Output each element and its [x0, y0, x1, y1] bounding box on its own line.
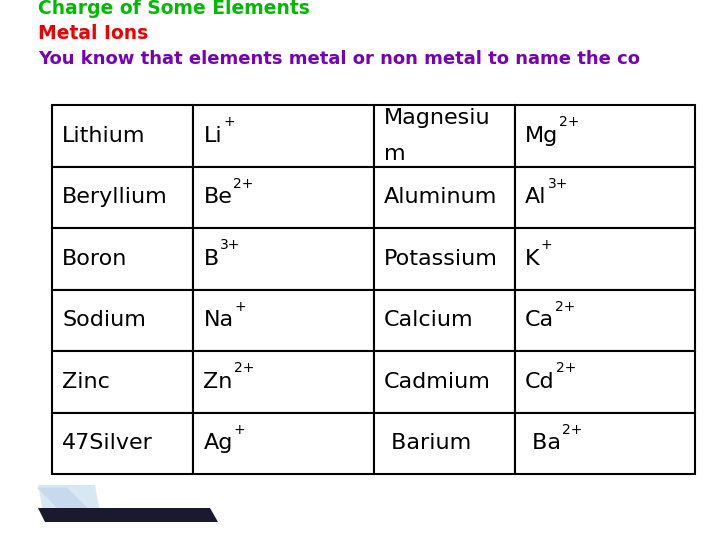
Text: Calcium: Calcium	[384, 310, 473, 330]
Bar	[515, 105, 695, 166]
Bar	[515, 351, 695, 413]
Text: Li: Li	[204, 126, 222, 146]
Text: 2+: 2+	[555, 300, 575, 314]
Text: Cd: Cd	[525, 372, 554, 392]
Bar	[194, 105, 374, 166]
Bar	[52, 228, 194, 289]
Polygon shape	[38, 508, 218, 522]
Text: Zn: Zn	[204, 372, 233, 392]
Text: K: K	[525, 249, 539, 269]
Bar	[374, 228, 515, 289]
Text: Sodium: Sodium	[62, 310, 146, 330]
Text: Mg: Mg	[525, 126, 558, 146]
Text: Magnesiu: Magnesiu	[384, 108, 490, 128]
Text: Beryllium: Beryllium	[62, 187, 168, 207]
Bar	[374, 289, 515, 351]
Text: Metal Ions: Metal Ions	[38, 24, 148, 43]
Text: Zinc: Zinc	[62, 372, 110, 392]
Text: Ca: Ca	[525, 310, 554, 330]
Bar	[374, 413, 515, 474]
Text: Potassium: Potassium	[384, 249, 498, 269]
Text: Be: Be	[204, 187, 233, 207]
Text: 2+: 2+	[234, 361, 254, 375]
Text: Cadmium: Cadmium	[384, 372, 490, 392]
Text: Ba: Ba	[525, 433, 561, 453]
Bar	[374, 351, 515, 413]
Bar	[194, 351, 374, 413]
Text: m: m	[384, 144, 405, 164]
Text: +: +	[223, 115, 235, 129]
Text: 2+: 2+	[559, 115, 580, 129]
Bar	[194, 228, 374, 289]
Bar	[52, 105, 194, 166]
Bar	[52, 413, 194, 474]
Text: Barium: Barium	[384, 433, 471, 453]
Bar	[194, 166, 374, 228]
Text: 3+: 3+	[547, 177, 568, 191]
Bar	[52, 289, 194, 351]
Text: 2+: 2+	[556, 361, 576, 375]
Text: Na: Na	[204, 310, 233, 330]
Bar	[194, 413, 374, 474]
Bar	[515, 289, 695, 351]
Text: Aluminum: Aluminum	[384, 187, 497, 207]
Text: Charge of Some Elements: Charge of Some Elements	[38, 0, 310, 18]
Bar	[374, 105, 515, 166]
Bar	[515, 228, 695, 289]
Text: Ag: Ag	[204, 433, 233, 453]
Text: +: +	[234, 423, 246, 437]
Text: You know that elements metal or non metal to name the co: You know that elements metal or non meta…	[38, 50, 640, 68]
Text: Al: Al	[525, 187, 546, 207]
Text: 2+: 2+	[233, 177, 253, 191]
Bar	[52, 166, 194, 228]
Text: Lithium: Lithium	[62, 126, 145, 146]
Text: Boron: Boron	[62, 249, 127, 269]
Bar	[374, 166, 515, 228]
Text: 3+: 3+	[220, 238, 240, 252]
Bar	[515, 413, 695, 474]
Text: B: B	[204, 249, 219, 269]
Bar	[194, 289, 374, 351]
Text: 2+: 2+	[562, 423, 582, 437]
Text: +: +	[541, 238, 552, 252]
Text: +: +	[235, 300, 246, 314]
Bar	[515, 166, 695, 228]
Bar	[52, 351, 194, 413]
Text: 47Silver: 47Silver	[62, 433, 153, 453]
Polygon shape	[38, 485, 100, 512]
